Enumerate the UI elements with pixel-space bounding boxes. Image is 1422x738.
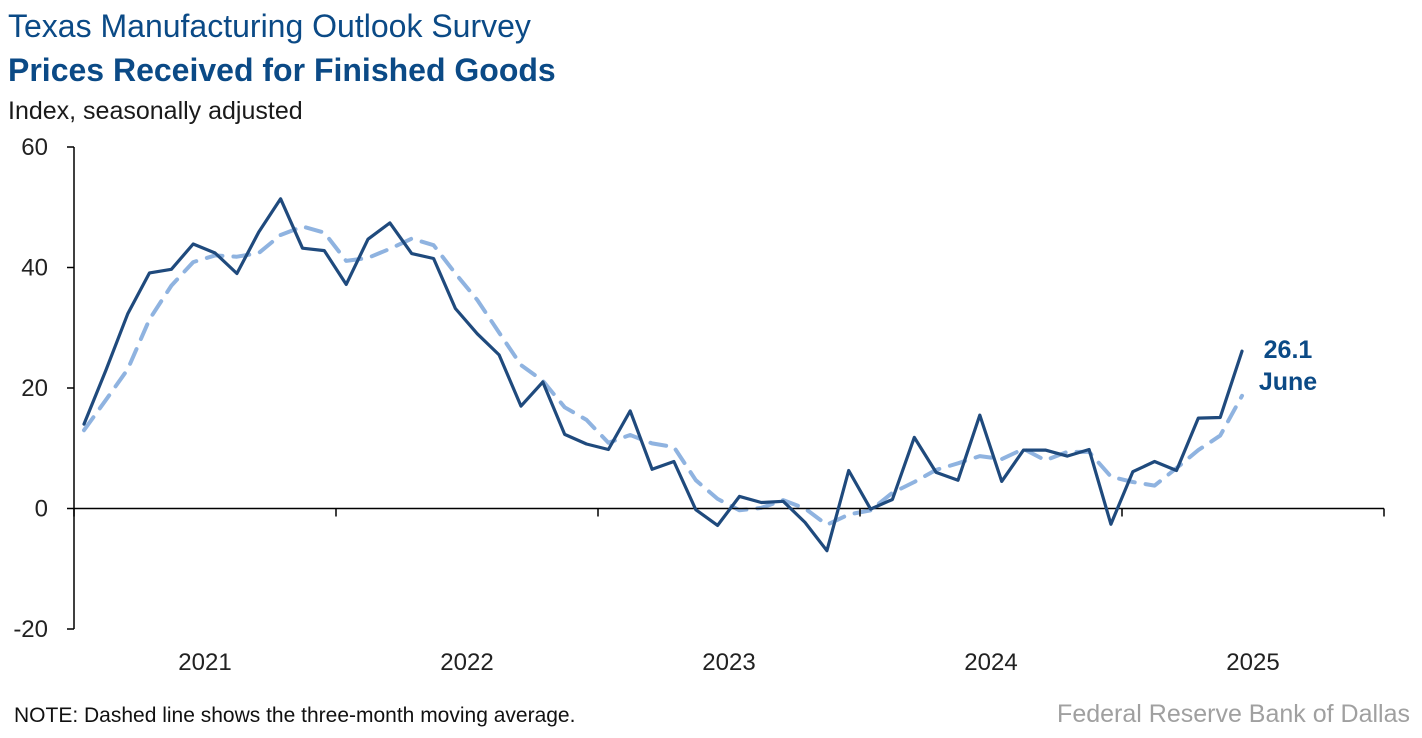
y-axis-units: Index, seasonally adjusted bbox=[8, 97, 303, 125]
x-tick-label: 2024 bbox=[964, 649, 1017, 676]
x-tick-label: 2023 bbox=[702, 649, 755, 676]
y-tick-label: 20 bbox=[21, 375, 48, 402]
latest-month-label: June bbox=[1259, 368, 1317, 396]
footnote: NOTE: Dashed line shows the three-month … bbox=[14, 704, 576, 727]
chart-title: Texas Manufacturing Outlook Survey bbox=[8, 8, 531, 44]
moving-average-line bbox=[82, 224, 1244, 527]
x-tick-label: 2021 bbox=[178, 649, 231, 676]
x-tick-label: 2025 bbox=[1226, 649, 1279, 676]
source-credit: Federal Reserve Bank of Dallas bbox=[1057, 700, 1410, 728]
y-tick-label: 40 bbox=[21, 255, 48, 282]
y-tick-label: 60 bbox=[21, 134, 48, 161]
y-tick-label: 0 bbox=[35, 496, 48, 523]
y-tick-label: -20 bbox=[13, 616, 48, 643]
chart-subtitle: Prices Received for Finished Goods bbox=[8, 52, 556, 88]
x-tick-label: 2022 bbox=[440, 649, 493, 676]
latest-value-label: 26.1 bbox=[1264, 336, 1313, 364]
index-line bbox=[82, 197, 1244, 553]
